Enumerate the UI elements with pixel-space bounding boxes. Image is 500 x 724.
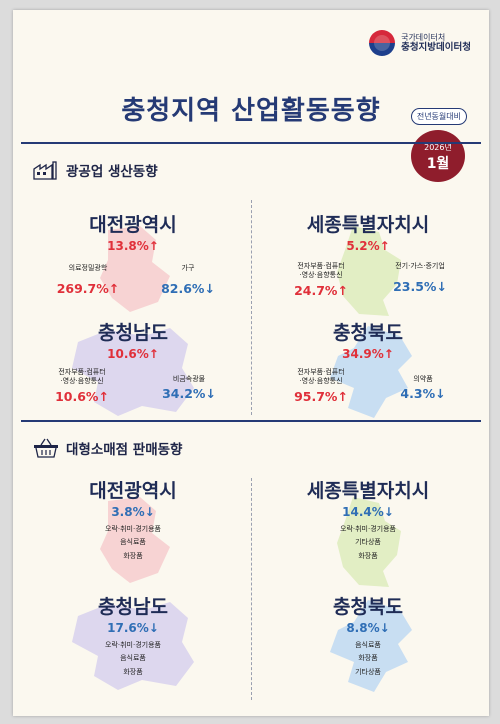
retail-daejeon: 대전광역시 3.8%↓ 오락·취미·경기용품 음식료품 화장품 (33, 476, 233, 586)
daejeon-map-shape (100, 497, 170, 583)
region-name: 대전광역시 (89, 480, 177, 502)
daejeon-map-shape (100, 226, 170, 312)
production-section-heading: 광공업 생산동향 (33, 160, 158, 180)
industry-increase: 전자부품·컴퓨터 ·영상·음향통신 95.7%↑ (276, 368, 366, 404)
chungnam-map-shape (72, 602, 194, 690)
industry-value: 34.2%↓ (162, 386, 216, 402)
region-total-change: 10.6%↑ (107, 347, 159, 361)
industry-label-line-1: 전자부품·컴퓨터 (297, 262, 345, 270)
industry-increase: 전자부품·컴퓨터 ·영상·음향통신 10.6%↑ (37, 368, 127, 404)
industry-value: 95.7%↑ (294, 388, 348, 404)
list-item: 오락·취미·경기용품 (105, 525, 161, 533)
production-heading: 광공업 생산동향 (66, 164, 158, 180)
retail-heading: 대형소매점 판매동향 (66, 442, 183, 458)
industry-value: 82.6%↓ (161, 281, 215, 297)
basket-icon (34, 438, 58, 458)
agency-name-top: 국가데이터처 (401, 32, 446, 42)
region-total-change: 14.4%↓ (342, 505, 394, 519)
region-name: 세종특별자치시 (306, 480, 430, 502)
list-item: 화장품 (358, 654, 378, 663)
list-item: 음식료품 (355, 641, 381, 649)
industry-value: 4.3%↓ (400, 386, 446, 402)
taegeuk-emblem-icon (369, 30, 396, 56)
period-month: 1월 (426, 156, 450, 172)
retail-chungbuk: 충청북도 8.8%↓ 음식료품 화장품 기타상품 (268, 592, 468, 702)
comparison-chip: 전년동월대비 (410, 108, 467, 125)
industry-decrease: 의약품 4.3%↓ (388, 368, 458, 401)
industry-decrease: 비금속광물 34.2%↓ (149, 368, 229, 401)
list-item: 오락·취미·경기용품 (340, 525, 396, 533)
industry-label: 의약품 (413, 375, 433, 383)
region-total-change: 3.8%↓ (111, 505, 155, 519)
sejong-map-shape (337, 226, 401, 316)
top-items-list: 오락·취미·경기용품 기타상품 화장품 (268, 523, 468, 563)
section-divider (21, 420, 481, 422)
list-item: 기타상품 (355, 538, 381, 547)
industry-decrease: 가구 82.6%↓ (153, 264, 223, 296)
region-total-change: 8.8%↓ (346, 621, 390, 635)
industry-label-line-1: 전자부품·컴퓨터 (58, 368, 106, 376)
top-items-list: 음식료품 화장품 기타상품 (268, 639, 468, 679)
retail-sejong: 세종특별자치시 14.4%↓ 오락·취미·경기용품 기타상품 화장품 (268, 476, 468, 587)
production-chungbuk: 충청북도 34.9%↑ 전자부품·컴퓨터 ·영상·음향통신 95.7%↑ 의약품… (268, 318, 468, 428)
industry-label-line-2: ·영상·음향통신 (299, 271, 343, 280)
production-daejeon: 대전광역시 13.8%↑ 의료정밀광학 269.7%↑ 가구 82.6%↓ (33, 210, 233, 320)
page-title: 충청지역 산업활동동향 (121, 96, 381, 126)
industry-value: 10.6%↑ (55, 388, 109, 404)
production-divider (251, 200, 252, 415)
industry-label-line-2: ·영상·음향통신 (299, 377, 343, 386)
industry-label-line-1: 전자부품·컴퓨터 (297, 368, 345, 376)
industry-label-line-2: ·영상·음향통신 (60, 377, 104, 386)
industry-decrease: 전기·가스·증기업 23.5%↓ (378, 262, 462, 294)
production-sejong: 세종특별자치시 5.2%↑ 전자부품·컴퓨터 ·영상·음향통신 24.7%↑ 전… (268, 210, 468, 320)
list-item: 화장품 (358, 551, 378, 560)
industry-label: 가구 (181, 264, 195, 272)
region-name: 충청남도 (98, 322, 168, 344)
list-item: 음식료품 (120, 654, 146, 663)
list-item: 음식료품 (120, 538, 146, 547)
region-total-change: 5.2%↑ (346, 239, 390, 253)
agency-logo: 국가데이터처 충청지방데이터청 (369, 30, 471, 56)
industry-label: 비금속광물 (172, 375, 206, 383)
industry-increase: 전자부품·컴퓨터 ·영상·음향통신 24.7%↑ (276, 262, 366, 298)
sejong-map-shape (337, 497, 401, 587)
top-items-list: 오락·취미·경기용품 음식료품 화장품 (33, 639, 233, 679)
agency-name-bottom: 충청지방데이터청 (401, 42, 471, 54)
industry-value: 269.7%↑ (56, 281, 120, 297)
retail-divider (251, 478, 252, 700)
industry-label: 의료정밀광학 (68, 264, 108, 272)
region-total-change: 13.8%↑ (107, 239, 159, 253)
factory-icon (33, 161, 57, 180)
industry-value: 23.5%↓ (393, 279, 447, 295)
region-name: 충청남도 (98, 596, 168, 618)
chungnam-map-shape (72, 328, 194, 416)
top-items-list: 오락·취미·경기용품 음식료품 화장품 (33, 523, 233, 563)
list-item: 오락·취미·경기용품 (105, 641, 161, 649)
region-name: 충청북도 (333, 322, 403, 344)
region-name: 대전광역시 (89, 214, 177, 236)
period-badge: 2026년 1월 (411, 130, 465, 182)
region-name: 세종특별자치시 (306, 214, 430, 236)
industry-value: 24.7%↑ (294, 282, 348, 298)
industry-label: 전기·가스·증기업 (395, 262, 445, 270)
region-name: 충청북도 (333, 596, 403, 618)
list-item: 화장품 (123, 551, 143, 560)
industry-increase: 의료정밀광학 269.7%↑ (43, 264, 133, 296)
period-year: 2026년 (424, 143, 452, 152)
title-divider (21, 142, 481, 144)
list-item: 기타상품 (355, 667, 381, 676)
retail-chungnam: 충청남도 17.6%↓ 오락·취미·경기용품 음식료품 화장품 (33, 592, 233, 702)
infographic-page: 국가데이터처 충청지방데이터청 충청지역 산업활동동향 전년동월대비 2026년… (13, 10, 489, 716)
region-total-change: 34.9%↑ (342, 347, 394, 361)
chungbuk-map-shape (330, 600, 412, 692)
list-item: 화장품 (123, 667, 143, 676)
production-chungnam: 충청남도 10.6%↑ 전자부품·컴퓨터 ·영상·음향통신 10.6%↑ 비금속… (33, 318, 233, 428)
retail-section-heading: 대형소매점 판매동향 (33, 438, 182, 458)
chungbuk-map-shape (330, 326, 412, 418)
region-total-change: 17.6%↓ (107, 621, 159, 635)
